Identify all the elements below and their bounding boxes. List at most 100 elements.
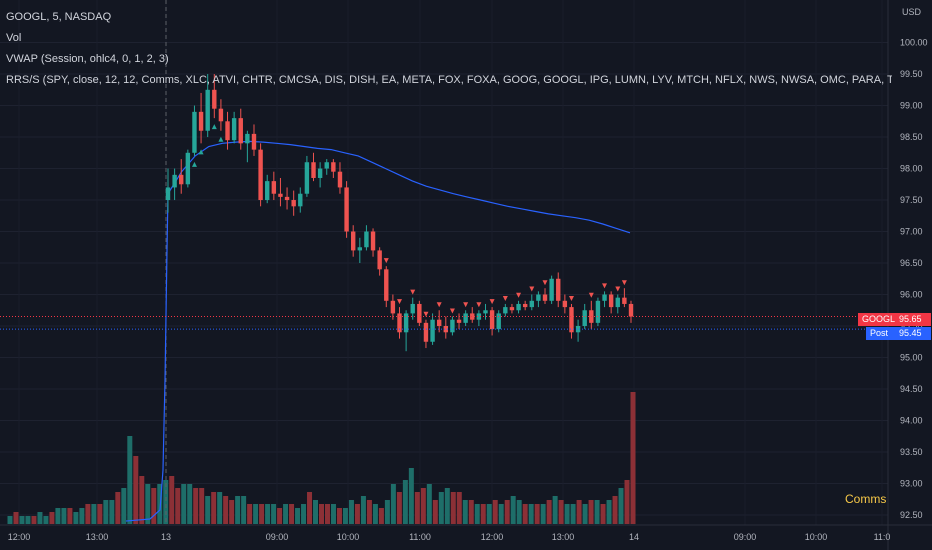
volume-bar [570, 504, 576, 524]
candle-body [503, 307, 508, 314]
volume-bar [594, 500, 600, 524]
volume-bar [235, 496, 241, 524]
volume-bar [366, 500, 372, 524]
volume-bar [175, 488, 181, 524]
volume-bar [426, 484, 432, 524]
legend-volume[interactable]: Vol [6, 32, 22, 44]
y-tick-label: 94.50 [900, 384, 923, 394]
candle-body [562, 300, 568, 308]
candle-body [344, 187, 349, 232]
volume-bar [504, 500, 510, 524]
volume-bar [97, 504, 103, 524]
comms-label: Comms [845, 492, 887, 506]
candle-body [251, 133, 257, 150]
last-price-value: 95.65 [896, 313, 931, 326]
volume-bar [271, 504, 277, 524]
candle-body [423, 322, 429, 342]
candle-body [265, 181, 270, 201]
candle-body [331, 162, 336, 172]
volume-bar [151, 488, 157, 524]
candle-body [304, 162, 310, 194]
candle-body [595, 300, 601, 323]
down-signal-icon [449, 308, 455, 314]
y-tick-label: 98.50 [900, 132, 923, 142]
candles [165, 74, 634, 352]
y-tick-label: 96.50 [900, 258, 923, 268]
volume-bar [612, 496, 618, 524]
y-tick-label: 94.00 [900, 415, 923, 425]
candle-body [324, 162, 329, 169]
candle-body [284, 196, 290, 201]
candle-body [390, 300, 396, 314]
volume-bar [414, 492, 420, 524]
volume-bar [55, 508, 61, 524]
candle-body [450, 319, 455, 333]
candle-body [529, 300, 534, 308]
candle-body [622, 297, 627, 304]
legend-vwap[interactable]: VWAP (Session, ohlc4, 0, 1, 2, 3) [6, 53, 169, 65]
legend-rrs[interactable]: RRS/S (SPY, close, 12, 12, Comms, XLC, A… [6, 74, 892, 86]
volume-bar [73, 512, 79, 524]
candle-body [370, 231, 376, 251]
candle-body [258, 149, 263, 201]
volume-bar [438, 492, 444, 524]
candle-body [291, 200, 296, 207]
volume-bar [456, 492, 462, 524]
volume-bar [205, 496, 211, 524]
signal-markers [191, 124, 627, 317]
down-signal-icon [615, 286, 621, 292]
volume-bar [85, 504, 91, 524]
volume-bar [259, 504, 265, 524]
candle-body [470, 313, 475, 320]
x-tick-label: 12:00 [481, 532, 504, 542]
volume-bar [247, 504, 253, 524]
volume-bar [534, 504, 540, 524]
volume-bar [402, 480, 408, 524]
volume-bar [420, 488, 426, 524]
volume-bar [450, 492, 456, 524]
volume-bar [313, 500, 319, 524]
candle-body [357, 247, 363, 251]
candle-body [516, 303, 521, 311]
volume-bar [390, 484, 396, 524]
volume-bar [480, 504, 486, 524]
volume-bar [408, 468, 414, 524]
down-signal-icon [436, 302, 442, 308]
up-signal-icon [211, 124, 217, 130]
candle-body [317, 168, 323, 178]
y-tick-label: 93.00 [900, 478, 923, 488]
y-tick-label: 100.00 [900, 38, 928, 48]
candle-body [456, 319, 462, 323]
volume-bar [43, 516, 49, 524]
candle-body [165, 187, 171, 201]
volume-bar [558, 500, 564, 524]
volume-bar [13, 512, 19, 524]
volume-bar [199, 488, 205, 524]
volume-bar [25, 516, 31, 524]
legend-symbol[interactable]: GOOGL, 5, NASDAQ [6, 11, 112, 23]
up-signal-icon [191, 161, 197, 167]
candle-body [179, 174, 184, 185]
last-price-label: GOOGL [858, 313, 896, 326]
down-signal-icon [489, 299, 495, 305]
volume-bar [109, 500, 115, 524]
volume-bar [79, 508, 85, 524]
candle-body [278, 193, 283, 197]
candle-body [377, 250, 382, 270]
volume-bar [510, 496, 516, 524]
candle-body [225, 121, 230, 141]
up-signal-icon [198, 149, 204, 155]
candle-body [430, 319, 435, 342]
volume-bar [283, 504, 289, 524]
time-axis: 12:00 13:00 13 09:00 10:00 11:00 12:00 13:00 14 0… [8, 532, 891, 542]
x-tick-label: 14 [629, 532, 639, 542]
candle-body [384, 269, 389, 301]
volume-bar [289, 504, 295, 524]
y-tick-label: 99.00 [900, 101, 923, 111]
volume-bar [253, 504, 259, 524]
volume-bar [121, 488, 127, 524]
volume-bar [378, 508, 384, 524]
candle-body [443, 326, 448, 333]
